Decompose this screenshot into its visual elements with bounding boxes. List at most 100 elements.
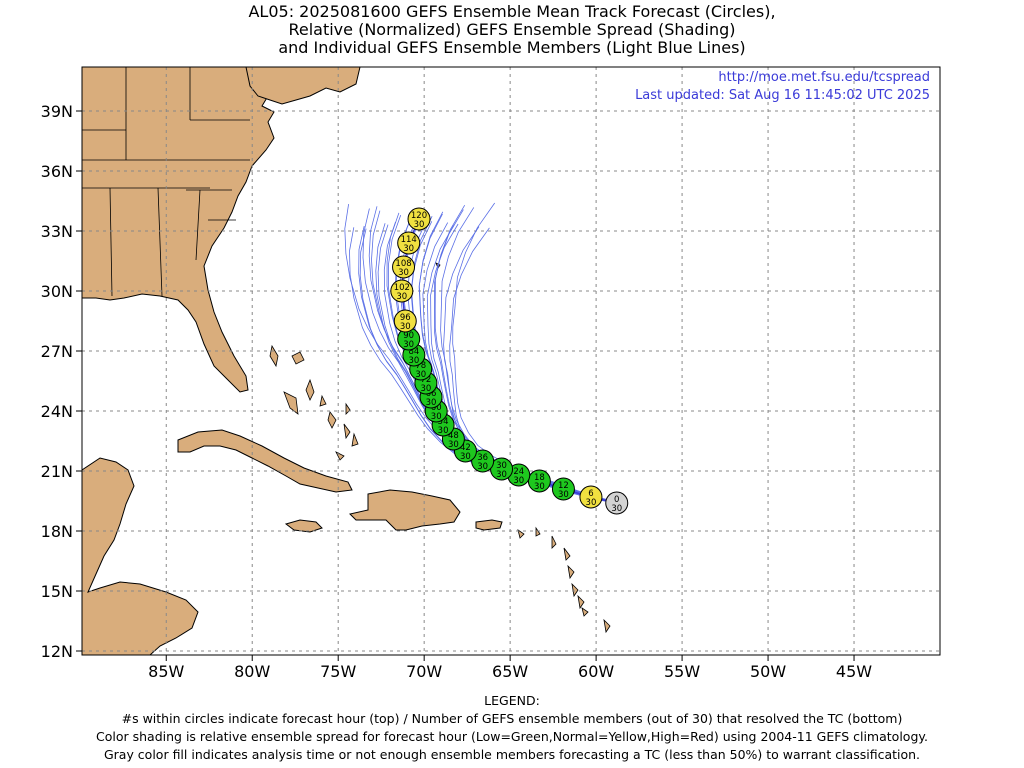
forecast-hour-label: 90 [403,331,414,341]
forecast-hour-label: 102 [394,283,410,293]
lat-tick-label: 36N [41,162,73,181]
member-count-label: 30 [420,384,431,394]
forecast-hour-label: 72 [420,375,431,385]
lat-tick-label: 30N [41,282,73,301]
hispaniola-island [349,489,461,531]
forecast-circle-fill [397,231,421,255]
lesser-antilles-islands [517,526,611,634]
map-title-line-3: and Individual GEFS Ensemble Members (Li… [278,38,746,57]
lat-tick-label: 24N [41,402,73,421]
member-count-label: 30 [558,490,569,500]
lon-tick-label: 60W [578,662,614,681]
member-count-label: 30 [496,470,507,480]
member-count-label: 30 [448,440,459,450]
member-count-label: 30 [403,340,414,350]
forecast-hour-label: 36 [477,453,488,463]
member-count-label: 30 [438,426,449,436]
member-count-label: 30 [431,412,442,422]
lat-tick-label: 21N [41,462,73,481]
forecast-hour-label: 18 [534,473,545,483]
forecast-hour-label: 60 [431,403,442,413]
legend-line-1: #s within circles indicate forecast hour… [121,711,903,726]
member-count-label: 30 [460,452,471,462]
north-america-landmass [82,67,275,393]
forecast-hour-label: 6 [588,489,593,499]
credit-url[interactable]: http://moe.met.fsu.edu/tcspread [718,70,930,85]
forecast-hour-label: 30 [496,461,507,471]
forecast-circle-fill [390,279,414,303]
legend-line-2: Color shading is relative ensemble sprea… [96,729,928,744]
forecast-circle: 030 [605,491,629,515]
lat-tick-label: 27N [41,342,73,361]
member-count-label: 30 [534,482,545,492]
forecast-hour-label: 114 [401,235,417,245]
lon-tick-label: 70W [406,662,442,681]
member-count-label: 30 [400,322,411,332]
forecast-circle-fill [392,255,416,279]
forecast-hour-label: 24 [513,467,524,477]
member-count-label: 30 [408,356,419,366]
forecast-circles: 0306301230183024303030363042304830543060… [390,207,629,515]
land-layer [82,67,611,655]
member-count-label: 30 [398,268,409,278]
map-title-line-2: Relative (Normalized) GEFS Ensemble Spre… [288,20,736,39]
lon-tick-label: 50W [750,662,786,681]
forecast-circle-fill [407,207,431,231]
forecast-hour-label: 42 [460,443,471,453]
lat-tick-label: 15N [41,582,73,601]
legend-heading: LEGEND: [484,693,540,708]
forecast-hour-label: 84 [408,347,419,357]
lon-tick-label: 65W [492,662,528,681]
member-count-label: 30 [513,476,524,486]
central-america-landmass [82,457,199,655]
axis-ticks: 39N 36N 33N 30N 27N 24N 21N 18N 15N 12N 85W 80W 75W 7… [41,102,873,681]
jamaica-island [284,519,323,533]
lon-tick-label: 55W [664,662,700,681]
forecast-hour-label: 54 [438,417,449,427]
puerto-rico-island [475,519,503,531]
forecast-hour-label: 120 [411,211,427,221]
member-count-label: 30 [414,220,425,230]
lat-tick-label: 18N [41,522,73,541]
member-count-label: 30 [396,292,407,302]
map-title-line-1: AL05: 2025081600 GEFS Ensemble Mean Trac… [248,2,776,21]
lat-tick-label: 12N [41,642,73,661]
forecast-circle: 630 [579,485,603,509]
lon-tick-label: 75W [320,662,356,681]
forecast-hour-label: 66 [426,389,437,399]
forecast-circle-fill [471,449,495,473]
lon-tick-label: 45W [836,662,872,681]
last-updated: Last updated: Sat Aug 16 11:45:02 UTC 20… [635,88,930,103]
forecast-hour-label: 0 [614,495,619,505]
forecast-hour-label: 48 [448,431,459,441]
forecast-circle-fill [393,309,417,333]
cuba-island [177,429,353,493]
member-count-label: 30 [477,462,488,472]
member-count-label: 30 [586,498,597,508]
lon-tick-label: 85W [148,662,184,681]
forecast-hour-label: 108 [395,259,411,269]
member-count-label: 30 [611,504,622,514]
member-count-label: 30 [415,370,426,380]
forecast-circle-fill [579,485,603,509]
forecast-hour-label: 78 [415,361,426,371]
bahamas-islands [269,344,359,461]
new-england-coast [245,67,361,105]
lat-tick-label: 33N [41,222,73,241]
forecast-circle-fill [551,477,575,501]
member-count-label: 30 [426,398,437,408]
forecast-hour-label: 12 [558,481,569,491]
forecast-hour-label: 96 [400,313,411,323]
member-count-label: 30 [403,244,414,254]
forecast-circle-fill [605,491,629,515]
plot-frame [81,66,941,656]
legend-line-3: Gray color fill indicates analysis time … [103,747,921,762]
